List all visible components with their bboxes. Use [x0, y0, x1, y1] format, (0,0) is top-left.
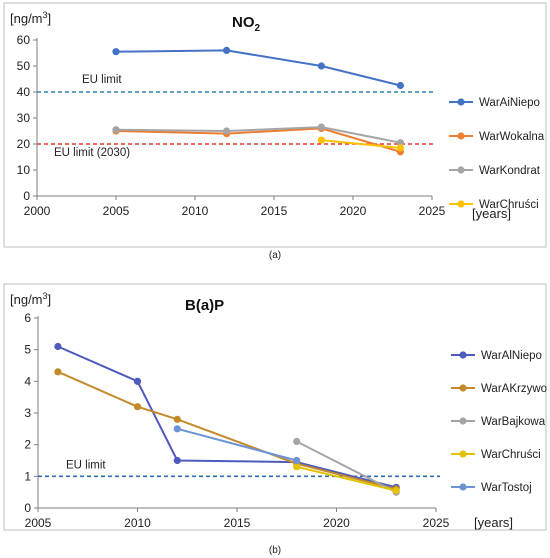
- y-tick-label: 0: [23, 189, 30, 203]
- y-tick-label: 40: [17, 85, 31, 99]
- chart-frame: [3, 2, 547, 248]
- unit-suffix: ]: [48, 11, 52, 26]
- legend-entry: WarAiNiepo: [479, 97, 540, 109]
- x-axis-label: [years]: [472, 206, 511, 221]
- data-point: [396, 139, 404, 147]
- x-tick-label: 2010: [182, 204, 209, 218]
- y-tick-label: 4: [24, 374, 31, 388]
- legend-entry: WarAlNiepo: [481, 350, 542, 362]
- x-tick-label: 2020: [323, 516, 350, 530]
- limit-label: EU limit: [66, 459, 106, 471]
- x-tick-label: 2015: [261, 204, 288, 218]
- y-tick-label: 10: [17, 163, 31, 177]
- data-point: [317, 136, 325, 144]
- legend-swatch-marker: [459, 417, 467, 425]
- x-tick-label: 2010: [124, 516, 151, 530]
- series-line: [115, 127, 401, 153]
- y-tick-label: 30: [17, 111, 31, 125]
- y-tick-label: 6: [24, 311, 31, 325]
- chart-title: NO2: [232, 14, 261, 34]
- data-point: [173, 425, 181, 433]
- data-point: [223, 46, 231, 55]
- series-line: [115, 49, 401, 87]
- y-tick-label: 3: [24, 406, 31, 420]
- data-point: [293, 463, 301, 471]
- legend-entry: WarKondrat: [479, 165, 541, 177]
- series-line: [115, 126, 401, 144]
- series-line: [321, 139, 401, 149]
- x-tick-label: 2015: [224, 516, 251, 530]
- y-tick-label: 60: [17, 33, 31, 47]
- x-tick-label: 2005: [103, 204, 130, 218]
- chart-frame: [3, 283, 547, 531]
- legend-swatch-marker: [457, 200, 465, 208]
- x-tick-label: 2005: [25, 516, 52, 530]
- data-point: [133, 403, 142, 411]
- data-point: [54, 342, 62, 351]
- legend-swatch-marker: [457, 98, 465, 106]
- y-unit-label: [ng/m3]: [10, 10, 51, 26]
- y-tick-label: 0: [24, 501, 31, 515]
- series-line: [296, 465, 397, 492]
- chart-title: B(a)P: [185, 297, 224, 314]
- y-tick-label: 50: [17, 59, 31, 73]
- legend-entry: WarBajkowa: [481, 416, 546, 428]
- data-point: [133, 377, 142, 385]
- legend-swatch-marker: [459, 384, 467, 392]
- unit-superscript: 3: [43, 291, 48, 301]
- legend-swatch-marker: [459, 483, 467, 491]
- limit-label: EU limit (2030): [54, 147, 130, 159]
- data-point: [317, 62, 325, 70]
- legend-swatch-marker: [457, 132, 465, 140]
- x-tick-label: 2025: [423, 516, 450, 530]
- x-tick-label: 2025: [419, 204, 446, 218]
- unit-prefix: [ng/m: [10, 11, 43, 26]
- data-point: [293, 456, 301, 465]
- x-tick-label: 2020: [340, 204, 367, 218]
- figure-caption: (b): [269, 545, 281, 556]
- title-main: NO: [232, 14, 255, 31]
- series-line: [296, 440, 397, 494]
- legend-swatch-marker: [457, 166, 465, 174]
- data-point: [173, 415, 181, 423]
- y-tick-label: 20: [17, 137, 31, 151]
- data-point: [317, 123, 325, 131]
- title-subscript: 2: [255, 23, 261, 34]
- unit-suffix: ]: [48, 292, 52, 307]
- y-tick-label: 2: [24, 438, 31, 452]
- data-point: [112, 48, 120, 56]
- unit-prefix: [ng/m: [10, 292, 43, 307]
- data-point: [396, 81, 404, 90]
- data-point: [396, 144, 404, 152]
- unit-superscript: 3: [43, 10, 48, 20]
- y-unit-label: [ng/m3]: [10, 291, 51, 307]
- data-point: [223, 127, 231, 135]
- y-tick-label: 1: [24, 469, 31, 483]
- legend-entry: WarTostoj: [481, 482, 532, 494]
- legend-swatch-marker: [459, 450, 467, 458]
- legend-entry: WarWokalna: [479, 131, 545, 143]
- legend-swatch-marker: [459, 351, 467, 359]
- legend-entry: WarAKrzywo: [481, 383, 547, 395]
- data-point: [112, 126, 120, 134]
- title-main: B(a)P: [185, 297, 224, 314]
- data-point: [293, 437, 301, 446]
- figure-caption: (a): [269, 250, 281, 261]
- x-tick-label: 2000: [24, 204, 51, 218]
- legend-entry: WarChruści: [479, 199, 539, 211]
- series-line: [177, 427, 297, 462]
- y-tick-label: 5: [24, 343, 31, 357]
- data-point: [392, 486, 400, 495]
- chart-a: 0 10 20 30 40 50 60 2000 2005 2010 2015 2020 2025 [ng…: [3, 2, 547, 261]
- limit-label: EU limit: [82, 74, 122, 86]
- data-point: [54, 368, 62, 376]
- x-axis-label: [years]: [474, 515, 513, 530]
- legend-entry: WarChruści: [481, 449, 541, 461]
- data-point: [173, 456, 181, 465]
